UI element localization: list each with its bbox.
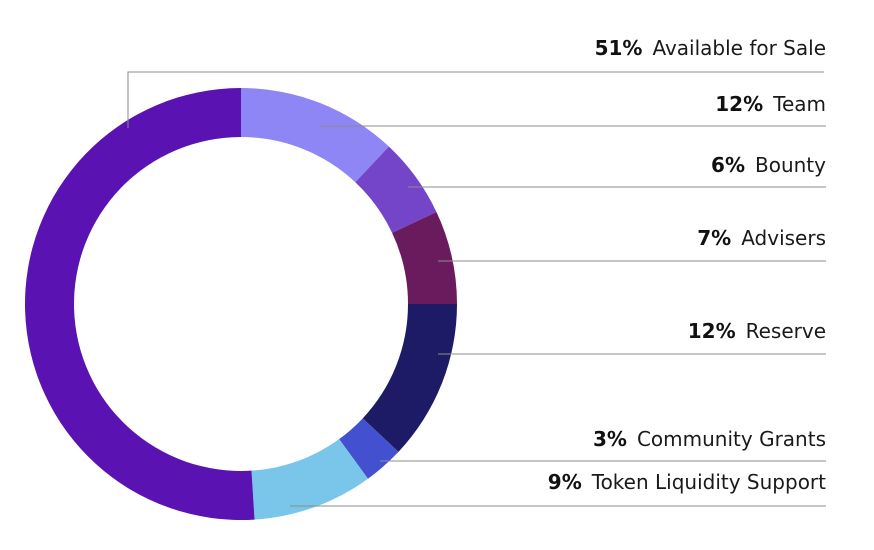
legend-label-reserve: 12% Reserve [688, 319, 826, 343]
legend-leader-lines [127, 71, 826, 507]
slice-community-grants [339, 418, 399, 479]
leader-line-available-for-sale [127, 71, 824, 128]
slice-available-for-sale [24, 88, 255, 520]
donut-slices [24, 88, 457, 520]
legend-name-team: Team [772, 92, 826, 116]
legend-label-bounty: 6% Bounty [711, 153, 826, 177]
slice-token-liquidity-support [251, 439, 368, 520]
legend-percent-advisers: 7% [697, 226, 731, 250]
legend-label-advisers: 7% Advisers [697, 226, 826, 250]
slice-advisers [392, 212, 457, 304]
legend-label-team: 12% Team [715, 92, 826, 116]
legend-percent-available-for-sale: 51% [595, 36, 643, 60]
slice-reserve [362, 304, 457, 452]
legend-labels: 12% Team 6% Bounty 7% Advisers 12% Reserve 3% Com… [548, 36, 826, 494]
legend-percent-community-grants: 3% [593, 427, 627, 451]
legend-name-advisers: Advisers [741, 226, 826, 250]
legend-percent-token-liquidity-support: 9% [548, 470, 582, 494]
legend-name-community-grants: Community Grants [637, 427, 826, 451]
legend-name-available-for-sale: Available for Sale [652, 36, 826, 60]
legend-label-token-liquidity-support: 9% Token Liquidity Support [548, 470, 826, 494]
legend-label-community-grants: 3% Community Grants [593, 427, 826, 451]
legend-percent-bounty: 6% [711, 153, 745, 177]
legend-percent-team: 12% [715, 92, 763, 116]
legend-label-available-for-sale: 51% Available for Sale [595, 36, 826, 60]
legend-name-token-liquidity-support: Token Liquidity Support [591, 470, 826, 494]
slice-bounty [355, 146, 437, 233]
legend-name-reserve: Reserve [746, 319, 826, 343]
legend-name-bounty: Bounty [755, 153, 826, 177]
legend-percent-reserve: 12% [688, 319, 736, 343]
slice-team [241, 88, 389, 183]
